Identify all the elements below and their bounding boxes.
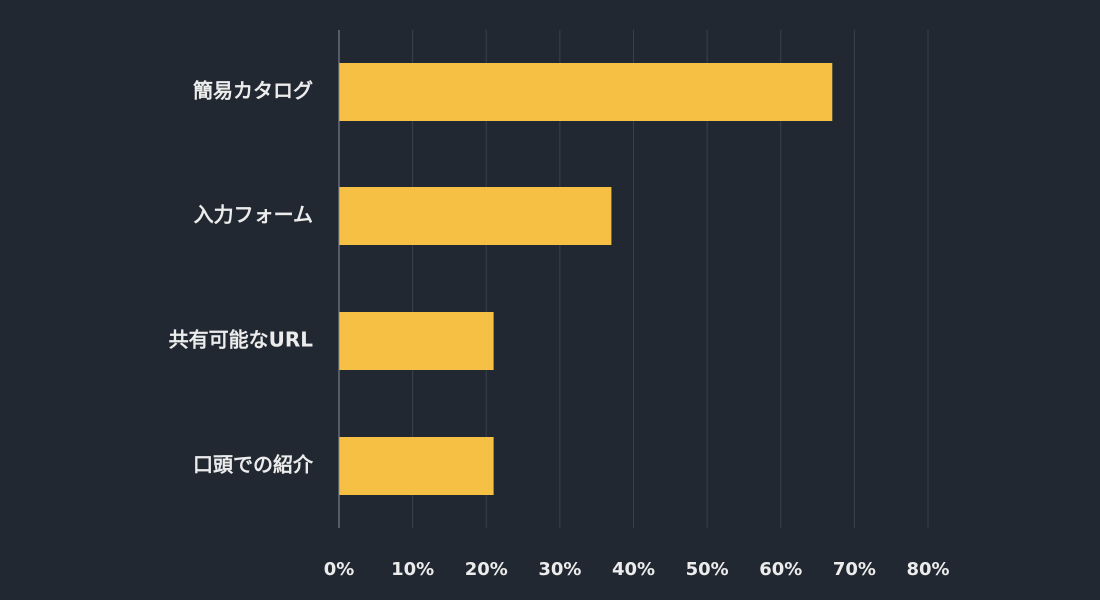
x-tick-labels: 0% 10% 20% 30% 40% 50% 60% 70% 80%	[324, 559, 950, 580]
bar	[339, 437, 494, 495]
x-tick-label: 50%	[686, 559, 729, 580]
x-tick-label: 70%	[833, 559, 876, 580]
bars	[339, 63, 833, 495]
x-tick-label: 10%	[391, 559, 434, 580]
category-label: 口頭での紹介	[193, 453, 314, 477]
x-tick-label: 60%	[759, 559, 802, 580]
x-tick-label: 40%	[612, 559, 655, 580]
x-tick-label: 20%	[465, 559, 508, 580]
bar	[339, 63, 833, 121]
x-tick-label: 80%	[906, 559, 949, 580]
category-label: 簡易カタログ	[193, 79, 313, 103]
x-tick-label: 0%	[324, 559, 355, 580]
bar	[339, 187, 612, 245]
category-label: 入力フォーム	[194, 203, 313, 227]
bar	[339, 312, 494, 370]
category-label: 共有可能なURL	[169, 328, 314, 352]
x-tick-label: 30%	[538, 559, 581, 580]
